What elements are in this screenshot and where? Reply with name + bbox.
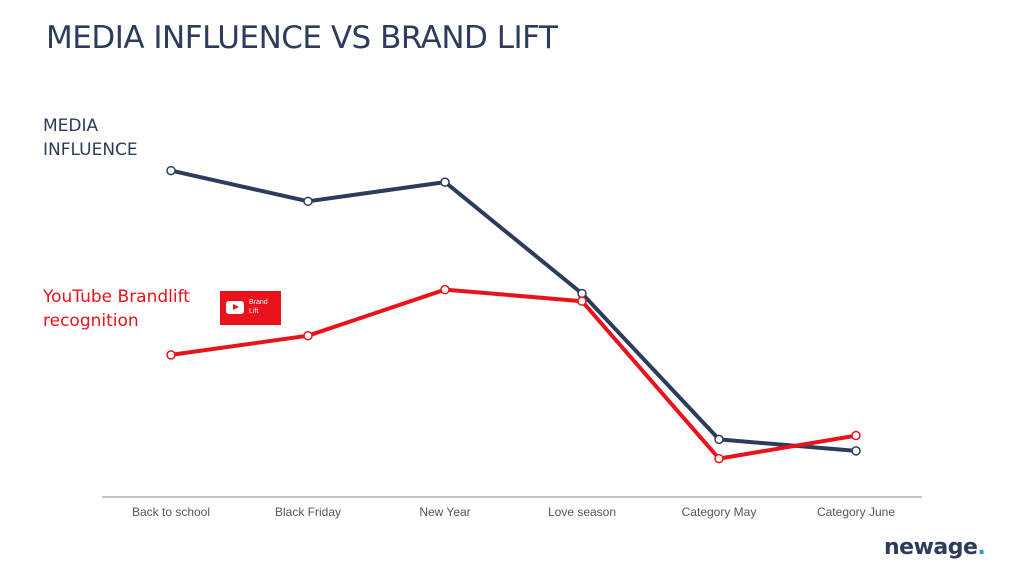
data-point-media-influence-category-may <box>714 434 724 445</box>
x-tick-label-new-year: New Year <box>419 505 470 519</box>
brand-lift-badge: Brand Lift <box>220 291 281 325</box>
series-layer <box>166 165 861 464</box>
youtube-play-icon <box>226 301 244 314</box>
x-tick-label-category-june: Category June <box>817 505 895 519</box>
youtube-brandlift-label-line-2: recognition <box>43 311 139 331</box>
x-tick-labels: Back to school Black Friday New Year Love s… <box>132 505 895 519</box>
data-point-youtube-brandlift-recognition-black-friday <box>303 330 313 341</box>
data-point-media-influence-black-friday <box>303 196 313 207</box>
data-point-youtube-brandlift-recognition-back-to-school <box>166 350 176 360</box>
series-line-youtube-brandlift-recognition <box>170 287 857 461</box>
newage-logo: newage. <box>884 535 986 560</box>
x-tick-label-category-may: Category May <box>682 505 757 519</box>
data-point-youtube-brandlift-recognition-category-june <box>851 430 861 441</box>
newage-logo-dot: . <box>977 535 986 560</box>
x-tick-label-back-to-school: Back to school <box>132 505 210 519</box>
data-point-youtube-brandlift-recognition-love-season <box>577 296 587 306</box>
data-point-media-influence-back-to-school <box>166 165 176 176</box>
x-tick-label-love-season: Love season <box>548 505 616 519</box>
data-point-media-influence-love-season <box>577 288 587 299</box>
data-point-youtube-brandlift-recognition-category-may <box>714 453 724 464</box>
newage-logo-text: newage <box>884 535 978 560</box>
brand-lift-badge-line-2: Lift <box>249 308 259 315</box>
data-point-media-influence-category-june <box>851 446 861 456</box>
youtube-brandlift-label-line-1: YouTube Brandlift <box>43 287 190 307</box>
youtube-brandlift-label: YouTube Brandlift recognition <box>43 285 190 333</box>
media-influence-label-line-2: INFLUENCE <box>43 140 138 160</box>
media-influence-label: MEDIA INFLUENCE <box>43 114 138 162</box>
media-influence-label-line-1: MEDIA <box>43 116 99 136</box>
data-point-youtube-brandlift-recognition-new-year <box>440 284 450 295</box>
page-title: MEDIA INFLUENCE VS BRAND LIFT <box>46 20 558 56</box>
brand-lift-badge-text: Brand Lift <box>249 298 268 316</box>
brand-lift-badge-line-1: Brand <box>249 299 268 306</box>
series-line-media-influence <box>170 168 857 453</box>
data-point-media-influence-new-year <box>440 177 450 187</box>
x-tick-label-black-friday: Black Friday <box>275 505 341 519</box>
